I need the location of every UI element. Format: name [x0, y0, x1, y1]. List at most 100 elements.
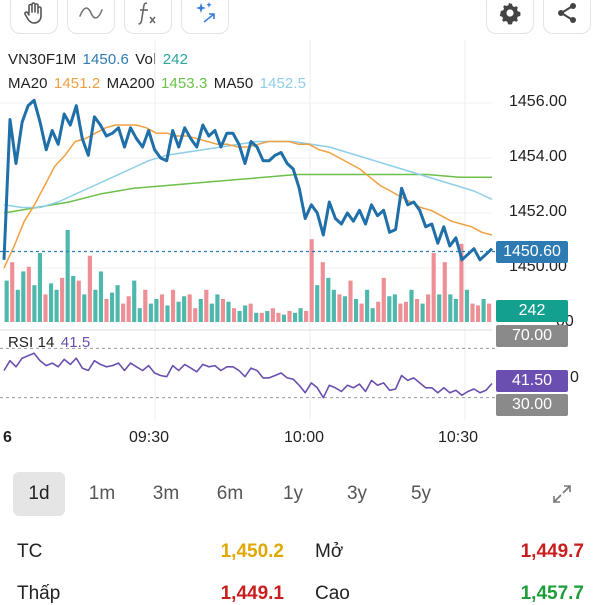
expand-button[interactable]: [542, 472, 582, 516]
volume-bar: [54, 289, 59, 322]
high-label: Cao: [315, 583, 350, 604]
line-tool-icon: [79, 7, 103, 19]
tab-5y[interactable]: 5y: [410, 483, 432, 504]
volume-bar: [204, 289, 209, 322]
volume-bar: [348, 280, 353, 322]
volume-bar: [376, 301, 381, 322]
volume-bar: [420, 303, 425, 322]
volume-bar: [287, 310, 292, 322]
ai-button[interactable]: [181, 0, 229, 34]
time-label: 09:30: [129, 429, 170, 446]
volume-bar: [10, 262, 15, 322]
price-line: [2, 98, 494, 262]
tc-label: TC: [17, 541, 43, 562]
chart-toolbar: [0, 0, 600, 38]
volume-bar: [387, 296, 392, 322]
rsi-upper-tag: 70.00: [496, 325, 568, 347]
price-value: 1450.6: [82, 51, 129, 68]
high-value: 1,457.7: [520, 583, 584, 604]
ma200-line: [3, 173, 492, 214]
tab-6m[interactable]: 6m: [216, 483, 244, 504]
price-tick: 1452.00: [509, 203, 567, 220]
volume-bar: [292, 312, 298, 322]
volume-bar: [60, 277, 65, 322]
volume-bar: [414, 299, 420, 322]
volume-bar: [170, 289, 176, 322]
volume-bar: [126, 296, 131, 322]
volume-bar: [315, 285, 320, 322]
volume-bar: [187, 294, 192, 322]
tab-1y[interactable]: 1y: [282, 483, 304, 504]
volume-bar: [464, 289, 470, 322]
volume-bar: [176, 301, 181, 322]
symbol-label: VN30F1M: [8, 51, 77, 68]
price-tick: 1454.00: [509, 148, 567, 165]
indicator-fx-icon: [138, 2, 156, 25]
volume-bar: [248, 303, 253, 322]
volume-bar: [215, 294, 220, 322]
volume-bar: [43, 294, 48, 322]
hand-tool-button[interactable]: [10, 0, 58, 34]
volume-bar: [370, 308, 375, 322]
volume-bar: [409, 289, 414, 322]
volume-bar: [182, 296, 187, 322]
rsi-value-label: 41.5: [60, 334, 91, 351]
volume-bar: [71, 276, 76, 322]
volume-bar: [459, 243, 464, 322]
tab-1d[interactable]: 1d: [13, 472, 65, 516]
ma200-label: MA200: [106, 75, 155, 92]
settings-gear-icon: [499, 2, 521, 25]
volume-bar: [26, 266, 31, 322]
volume-bar: [132, 280, 137, 322]
volume-bar: [442, 262, 447, 322]
rsi-mid-tick: 0: [570, 369, 579, 386]
current-volume-tag: 242: [496, 300, 568, 322]
volume-bar: [237, 310, 242, 322]
volume-bar: [159, 294, 165, 322]
volume-bar: [365, 289, 370, 322]
share-icon: [558, 3, 576, 23]
ma50-label: MA50: [213, 75, 254, 92]
volume-bar: [359, 303, 364, 322]
indicator-button[interactable]: [124, 0, 172, 34]
tab-3m[interactable]: 3m: [152, 483, 180, 504]
tab-3y[interactable]: 3y: [346, 483, 368, 504]
volume-bar: [37, 253, 43, 322]
low-value: 1,449.1: [220, 583, 284, 604]
volume-bar: [209, 303, 214, 322]
ma-legend: MA20 1451.2 MA200 1453.3 MA50 1452.5: [8, 75, 308, 92]
volume-bar: [226, 301, 231, 322]
volume-bar: [265, 310, 270, 322]
volume-bar: [243, 305, 248, 322]
volume-bar: [82, 294, 87, 322]
time-label: 10:00: [284, 429, 325, 446]
volume-bar: [115, 285, 120, 322]
volume-bar: [231, 308, 237, 322]
tc-value: 1,450.2: [220, 541, 284, 562]
timeframe-tabs: 1d 1m 3m 6m 1y 3y 5y: [0, 470, 600, 520]
volume-bar: [309, 239, 314, 322]
drawing-hand-icon: [24, 2, 42, 24]
price-chart[interactable]: [0, 0, 600, 470]
line-tool-button[interactable]: [67, 0, 115, 34]
volume-bar: [98, 271, 104, 322]
tab-1m[interactable]: 1m: [88, 483, 116, 504]
volume-bar: [481, 299, 486, 322]
open-value: 1,449.7: [520, 541, 584, 562]
current-price-tag: 1450.60: [496, 241, 568, 263]
ma200-value: 1453.3: [160, 75, 208, 92]
share-button[interactable]: [543, 0, 591, 34]
volume-bar: [270, 308, 275, 322]
ma50-line: [3, 140, 493, 209]
volume-bar: [320, 262, 325, 322]
ma20-value: 1451.2: [53, 75, 101, 92]
volume-bar: [281, 314, 287, 322]
volume-bar: [437, 294, 442, 322]
rsi-value-tag: 41.50: [496, 370, 568, 392]
volume-bar: [342, 296, 348, 322]
volume-bar: [326, 277, 331, 322]
volume-bar: [448, 294, 453, 322]
settings-button[interactable]: [486, 0, 534, 34]
volume-bar: [259, 312, 264, 322]
volume-bar: [65, 230, 70, 322]
